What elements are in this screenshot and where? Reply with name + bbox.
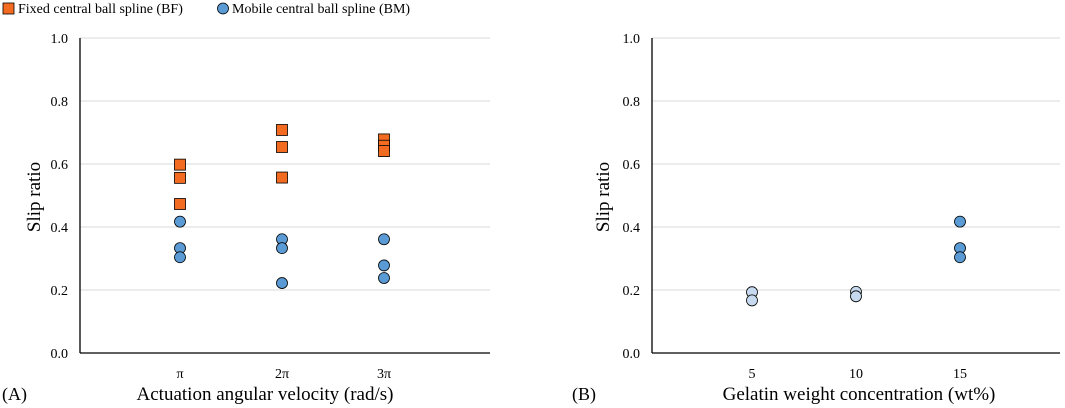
panel-a-ytick-label: 0.6 — [51, 158, 69, 173]
panel-b-ytick-label: 0.2 — [623, 284, 641, 299]
panel-b-xtick-label: 10 — [849, 367, 863, 382]
panel-a-bf-point — [276, 124, 288, 136]
panel-b-ytick-label: 0.0 — [623, 347, 641, 362]
panel-a-xtick-label: 3π — [377, 367, 391, 382]
panel-a-ytick-label: 0.8 — [51, 95, 69, 110]
panel-a-ytick-label: 0.0 — [51, 347, 69, 362]
panel-a: 0.0 0.2 0.4 0.6 0.8 1.0 π 2π 3π (A) Actuation an… — [2, 32, 490, 405]
panel-a-bm-point — [276, 277, 288, 289]
panel-b-ytick-label: 0.6 — [623, 158, 641, 173]
panel-a-ytick-label: 0.4 — [51, 221, 69, 236]
panel-b-label: (B) — [572, 384, 596, 405]
panel-a-bf-point — [174, 198, 186, 210]
panel-a-bf-point — [174, 171, 186, 184]
panel-a-xtick-label: π — [176, 367, 183, 382]
panel-b-bm-point — [746, 294, 758, 307]
panel-b-ylabel: Slip ratio — [593, 162, 614, 232]
legend-bf-label: Fixed central ball spline (BF) — [18, 2, 183, 17]
panel-a-xtick-label: 2π — [275, 367, 289, 382]
panel-b-bm-point — [850, 290, 862, 303]
panel-b-xtick-label: 5 — [749, 367, 756, 382]
panel-b: 0.0 0.2 0.4 0.6 0.8 1.0 5 10 15 (B) Gelatin weig… — [572, 32, 1060, 405]
panel-a-bf-point — [378, 145, 390, 157]
panel-b-xtick-label: 15 — [953, 367, 967, 382]
legend: Fixed central ball spline (BF) Mobile ce… — [2, 2, 410, 17]
panel-a-bm-point — [174, 251, 186, 264]
panel-b-bm-point — [954, 251, 966, 264]
panel-a-bm-point — [378, 259, 390, 272]
legend-bm-label: Mobile central ball spline (BM) — [232, 2, 410, 17]
panel-a-bm-point — [276, 242, 288, 255]
panel-a-ytick-label: 0.2 — [51, 284, 69, 299]
panel-a-ylabel: Slip ratio — [24, 162, 45, 232]
panel-a-bf-point — [174, 158, 186, 171]
panel-a-xlabel: Actuation angular velocity (rad/s) — [137, 384, 394, 405]
panel-b-xlabel: Gelatin weight concentration (wt%) — [723, 384, 996, 405]
panel-a-ytick-label: 1.0 — [51, 32, 69, 47]
legend-bm-marker — [217, 2, 229, 15]
legend-bf-marker — [2, 2, 15, 15]
panel-b-ytick-label: 1.0 — [623, 32, 641, 47]
panel-b-ytick-label: 0.8 — [623, 95, 641, 110]
panel-a-bm-point — [378, 233, 390, 246]
panel-a-bf-point — [276, 141, 288, 153]
panel-a-label: (A) — [2, 384, 27, 405]
panel-a-bm-point — [378, 272, 390, 284]
panel-b-ytick-label: 0.4 — [623, 221, 641, 236]
panel-a-bm-point — [174, 215, 186, 228]
panel-b-bm-point — [954, 215, 966, 228]
panel-a-bf-point — [276, 171, 288, 184]
